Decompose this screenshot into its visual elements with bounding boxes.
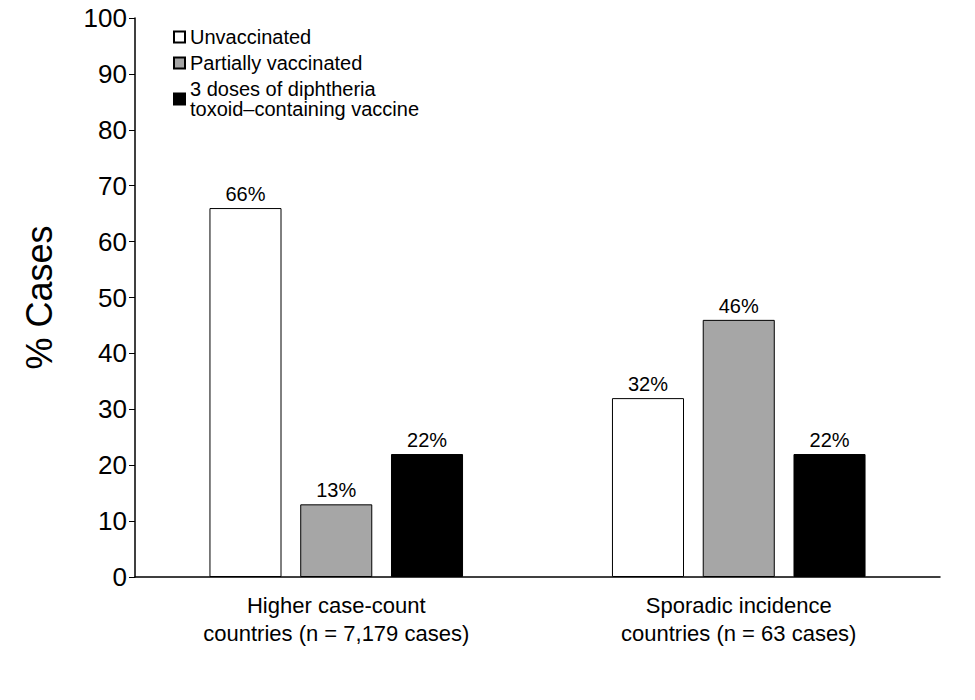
svg-text:80: 80 (98, 115, 127, 145)
svg-text:toxoid–containing vaccine: toxoid–containing vaccine (190, 98, 419, 120)
svg-text:% Cases: % Cases (19, 225, 60, 369)
svg-text:0: 0 (113, 562, 127, 592)
svg-text:countries (n = 7,179 cases): countries (n = 7,179 cases) (203, 621, 469, 646)
svg-text:46%: 46% (719, 295, 759, 317)
svg-text:30: 30 (98, 394, 127, 424)
svg-text:Sporadic incidence: Sporadic incidence (646, 593, 832, 618)
svg-text:50: 50 (98, 283, 127, 313)
svg-text:Unvaccinated: Unvaccinated (190, 26, 311, 48)
svg-text:40: 40 (98, 338, 127, 368)
svg-text:100: 100 (84, 3, 127, 33)
svg-text:13%: 13% (316, 479, 356, 501)
svg-text:Higher case-count: Higher case-count (247, 593, 426, 618)
svg-text:20: 20 (98, 450, 127, 480)
svg-text:22%: 22% (810, 429, 850, 451)
svg-text:10: 10 (98, 506, 127, 536)
svg-text:60: 60 (98, 227, 127, 257)
svg-text:Partially vaccinated: Partially vaccinated (190, 52, 362, 74)
svg-text:32%: 32% (628, 373, 668, 395)
svg-text:countries (n = 63 cases): countries (n = 63 cases) (621, 621, 856, 646)
svg-text:22%: 22% (407, 429, 447, 451)
svg-text:90: 90 (98, 59, 127, 89)
svg-text:3 doses of diphtheria: 3 doses of diphtheria (190, 78, 377, 100)
svg-text:70: 70 (98, 171, 127, 201)
svg-text:66%: 66% (225, 183, 265, 205)
